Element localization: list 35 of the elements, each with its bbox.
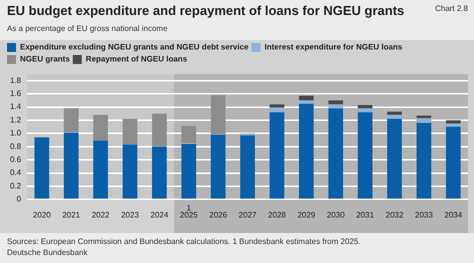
legend-label: Repayment of NGEU loans <box>86 54 188 64</box>
x-tick-label: 2030 <box>326 210 346 220</box>
x-tick-label: 2033 <box>415 210 434 220</box>
x-tick-label: 2021 <box>62 210 81 220</box>
y-tick-label: 0.4 <box>10 168 22 178</box>
x-tick-label: 2034 <box>444 210 463 220</box>
chart-subtitle: As a percentage of EU gross national income <box>7 24 168 33</box>
y-tick-label: 0.6 <box>10 155 22 164</box>
legend-label: Expenditure excluding NGEU grants and NGEU debt service <box>20 42 250 52</box>
x-tick-label: 2025 <box>180 210 198 220</box>
chart-title: EU budget expenditure and repayment of loans for NGEU grants <box>7 3 404 18</box>
y-tick-label: 1.0 <box>10 128 22 138</box>
y-tick-label: 0.8 <box>10 142 22 151</box>
legend-label: NGEU grants <box>20 54 70 64</box>
x-tick-label: 2022 <box>92 210 110 220</box>
x-tick-label: 2026 <box>209 210 228 220</box>
x-tick-label: 2023 <box>121 210 140 220</box>
x-tick-label: 2028 <box>268 210 286 220</box>
y-tick-label: 1.8 <box>10 76 22 85</box>
source-note: Sources: European Commission and Bundesbank calculations. 1 Bundesbank estimates from 2025. <box>7 237 361 246</box>
text: Deutsche Bundesbank <box>7 248 88 257</box>
x-tick-label: 2024 <box>150 210 169 220</box>
x-tick-label: 2020 <box>32 210 52 220</box>
y-tick-label: 1.6 <box>10 89 22 98</box>
y-tick-label: 1.2 <box>10 115 22 124</box>
x-tick-label: 2032 <box>386 210 404 220</box>
y-tick-label: 1.4 <box>10 102 22 112</box>
x-tick-label: 2029 <box>297 210 316 220</box>
x-tick-label: 2027 <box>238 210 258 220</box>
x-tick-label: 2031 <box>356 210 375 220</box>
legend-label: Interest expenditure for NGEU loans <box>264 42 403 52</box>
caption: Chart 2.8 <box>435 4 468 13</box>
y-tick-label: 0.2 <box>10 181 22 190</box>
band-label: 1 <box>186 204 192 213</box>
y-tick-label: 0 <box>16 194 22 204</box>
